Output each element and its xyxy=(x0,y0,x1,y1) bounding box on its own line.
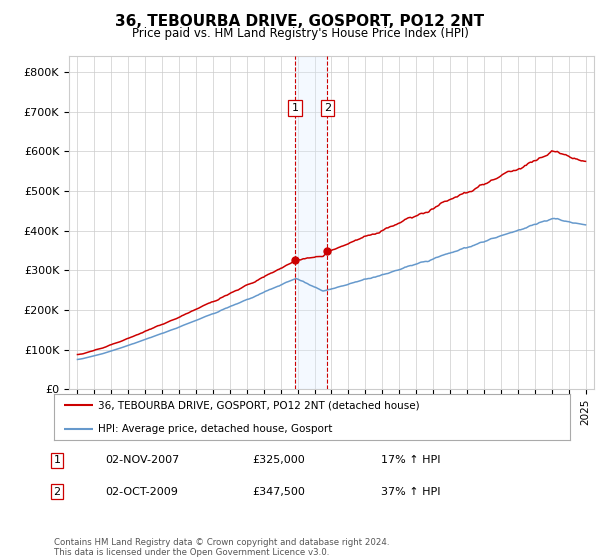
Text: 1: 1 xyxy=(53,455,61,465)
Text: Contains HM Land Registry data © Crown copyright and database right 2024.
This d: Contains HM Land Registry data © Crown c… xyxy=(54,538,389,557)
Text: 17% ↑ HPI: 17% ↑ HPI xyxy=(381,455,440,465)
Text: 1: 1 xyxy=(292,102,298,113)
Bar xyxy=(295,56,327,389)
Text: Price paid vs. HM Land Registry's House Price Index (HPI): Price paid vs. HM Land Registry's House … xyxy=(131,27,469,40)
Text: £325,000: £325,000 xyxy=(252,455,305,465)
Text: 2: 2 xyxy=(324,102,331,113)
Text: 36, TEBOURBA DRIVE, GOSPORT, PO12 2NT (detached house): 36, TEBOURBA DRIVE, GOSPORT, PO12 2NT (d… xyxy=(98,400,419,410)
Text: 37% ↑ HPI: 37% ↑ HPI xyxy=(381,487,440,497)
Text: 2: 2 xyxy=(53,487,61,497)
Text: 02-OCT-2009: 02-OCT-2009 xyxy=(105,487,178,497)
Text: 36, TEBOURBA DRIVE, GOSPORT, PO12 2NT: 36, TEBOURBA DRIVE, GOSPORT, PO12 2NT xyxy=(115,14,485,29)
Text: HPI: Average price, detached house, Gosport: HPI: Average price, detached house, Gosp… xyxy=(98,424,332,435)
Text: 02-NOV-2007: 02-NOV-2007 xyxy=(105,455,179,465)
Text: £347,500: £347,500 xyxy=(252,487,305,497)
